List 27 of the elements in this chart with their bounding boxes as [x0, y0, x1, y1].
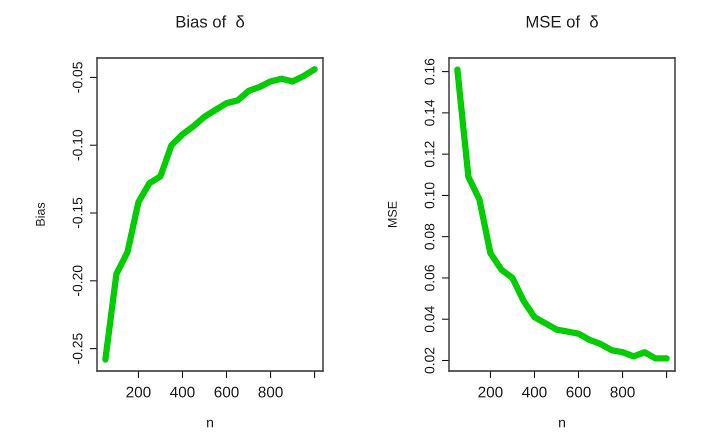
y-axis-title: Bias [36, 202, 45, 226]
x-tick-label: 800 [258, 386, 283, 398]
x-axis-title: n [207, 420, 213, 428]
y-tick-label: 0.04 [424, 306, 434, 332]
x-axis-title: n [559, 420, 565, 428]
x-tick-label: 400 [170, 386, 195, 398]
x-tick-label: 800 [610, 386, 635, 398]
x-tick-label: 200 [478, 386, 503, 398]
x-tick-label: 200 [126, 386, 151, 398]
y-tick-label: 0.10 [424, 182, 434, 208]
y-axis-title: MSE [388, 201, 397, 228]
y-tick-label: -0.25 [72, 333, 82, 364]
x-tick-label: 600 [214, 386, 239, 398]
chart-title: Bias of δ [176, 15, 244, 28]
x-tick-label: 400 [522, 386, 547, 398]
y-tick-label: 0.12 [424, 141, 434, 168]
y-tick-label: -0.10 [72, 130, 82, 160]
y-tick-label: 0.06 [424, 265, 434, 291]
y-tick-label: -0.05 [72, 62, 82, 93]
y-tick-label: -0.15 [72, 198, 82, 228]
y-tick-label: -0.20 [72, 266, 82, 296]
y-tick-label: 0.08 [424, 224, 434, 250]
y-tick-label: 0.14 [424, 100, 434, 126]
y-tick-label: 0.02 [424, 348, 434, 374]
y-tick-label: 0.16 [424, 58, 434, 85]
x-tick-label: 600 [566, 386, 591, 398]
chart-title: MSE of δ [526, 15, 598, 28]
